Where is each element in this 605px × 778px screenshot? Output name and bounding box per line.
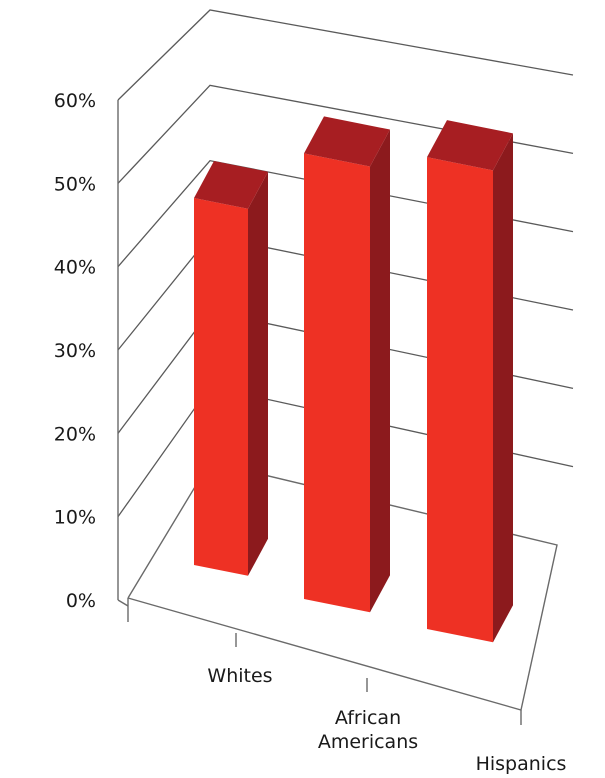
axes [117, 100, 558, 725]
bar-side-face [493, 133, 513, 643]
bar-whites [194, 161, 268, 576]
bar-african-americans [304, 116, 390, 613]
bar-front-face [427, 157, 493, 643]
bar-front-face [304, 153, 370, 613]
y-tick-label: 10% [54, 507, 96, 529]
bar-top-face [194, 161, 268, 209]
bar-side-face [370, 129, 390, 613]
x-category-label: Whites [207, 665, 272, 687]
labels: 0% 10% 20% 30% 40% 50% 60% Whites African America… [54, 90, 567, 775]
y-axis-base [117, 599, 129, 607]
bars [194, 116, 513, 643]
bar-front-face [194, 198, 248, 576]
gridline [117, 9, 574, 101]
y-tick-label: 40% [54, 257, 96, 279]
y-tick-label: 0% [66, 590, 96, 612]
floor-outline [127, 461, 558, 711]
x-category-label: African Americans [318, 707, 418, 753]
y-tick-label: 20% [54, 423, 96, 445]
y-tick-label: 60% [54, 90, 96, 112]
x-category-label: Hispanics [476, 753, 567, 775]
y-tick-label: 30% [54, 340, 96, 362]
bar-top-face [304, 116, 390, 167]
bar-side-face [248, 171, 268, 576]
bar-hispanics [427, 120, 513, 643]
bar-top-face [427, 120, 513, 171]
y-tick-label: 50% [54, 173, 96, 195]
